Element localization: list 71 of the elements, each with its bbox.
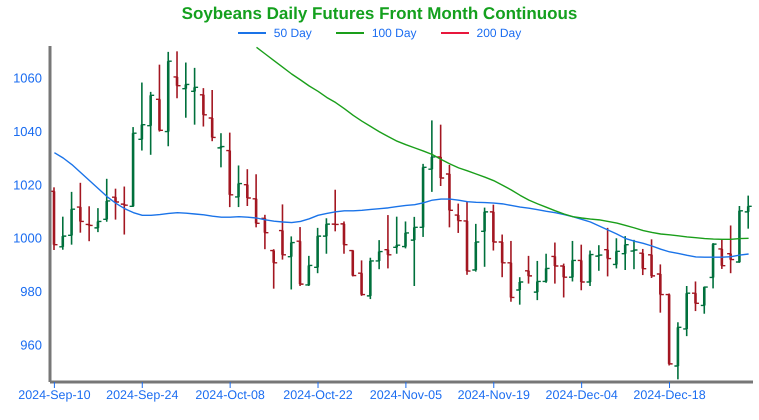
candlestick <box>630 239 638 270</box>
candlestick <box>340 220 348 255</box>
candlestick <box>445 164 454 228</box>
candlestick <box>568 240 577 282</box>
candlestick <box>76 182 85 234</box>
legend-label: 100 Day <box>372 26 417 40</box>
candlestick <box>331 188 340 232</box>
candlestick <box>172 50 182 100</box>
candlestick <box>313 227 322 274</box>
candlestick <box>234 164 243 208</box>
candlestick <box>287 236 296 290</box>
candlestick <box>506 240 516 303</box>
candlestick <box>620 235 630 271</box>
candlestick <box>94 207 102 233</box>
x-tick-label: 2024-Dec-18 <box>633 388 706 402</box>
x-tick-label: 2024-Oct-22 <box>283 388 353 402</box>
y-tick-label: 1060 <box>13 70 42 86</box>
candlestick <box>638 248 647 276</box>
x-tick-label: 2024-Oct-08 <box>195 388 265 402</box>
candlestick <box>278 204 287 260</box>
candlestick <box>111 188 120 220</box>
chart-title: Soybeans Daily Futures Front Month Continuous <box>180 4 578 24</box>
candlestick <box>516 276 524 306</box>
candlestick <box>647 238 656 279</box>
x-tick-label: 2024-Nov-19 <box>458 388 530 402</box>
candlestick <box>480 206 489 268</box>
candlestick <box>726 224 735 274</box>
candlestick <box>718 239 726 270</box>
x-tick-label: 2024-Sep-10 <box>18 388 91 402</box>
x-tick-label: 2024-Nov-05 <box>370 388 442 402</box>
candlestick <box>384 214 392 270</box>
candlestick <box>182 62 190 119</box>
candlestick <box>462 201 472 276</box>
candlestick <box>392 216 401 255</box>
candlestick <box>674 321 682 380</box>
candlestick <box>603 227 612 278</box>
candlestick <box>436 124 445 187</box>
candlestick <box>524 255 533 284</box>
candlestick <box>472 223 480 272</box>
candlestick <box>208 89 216 142</box>
candlestick <box>322 217 331 255</box>
candlestick <box>216 132 226 168</box>
candlestick <box>164 51 172 148</box>
candlestick <box>199 87 208 128</box>
candlestick <box>401 220 410 250</box>
candlestick <box>296 226 304 287</box>
candlestick <box>577 244 586 292</box>
candlestick <box>226 132 234 208</box>
y-tick-label: 960 <box>20 337 42 352</box>
y-tick-label: 980 <box>20 284 42 299</box>
candlestick <box>586 250 594 287</box>
candlestick <box>102 178 111 223</box>
candlestick <box>428 120 436 193</box>
candlestick <box>691 280 700 312</box>
candlestick <box>682 285 691 337</box>
candlestick <box>269 248 278 290</box>
candlestick <box>120 186 128 236</box>
y-tick-label: 1040 <box>13 124 42 139</box>
candlestick <box>84 205 94 242</box>
y-tick-label: 1000 <box>13 230 42 246</box>
line-series <box>256 46 750 240</box>
candlestick <box>454 202 462 234</box>
candlestick <box>260 214 270 250</box>
legend-label: 50 Day <box>274 26 312 40</box>
legend-label: 200 Day <box>476 26 522 40</box>
x-tick-label: 2024-Sep-24 <box>106 388 178 402</box>
x-tick-label: 2024-Dec-04 <box>546 388 618 402</box>
candlestick <box>594 244 604 272</box>
candlestick <box>612 237 621 270</box>
candlestick <box>190 67 199 126</box>
y-tick-label: 1020 <box>13 177 42 192</box>
